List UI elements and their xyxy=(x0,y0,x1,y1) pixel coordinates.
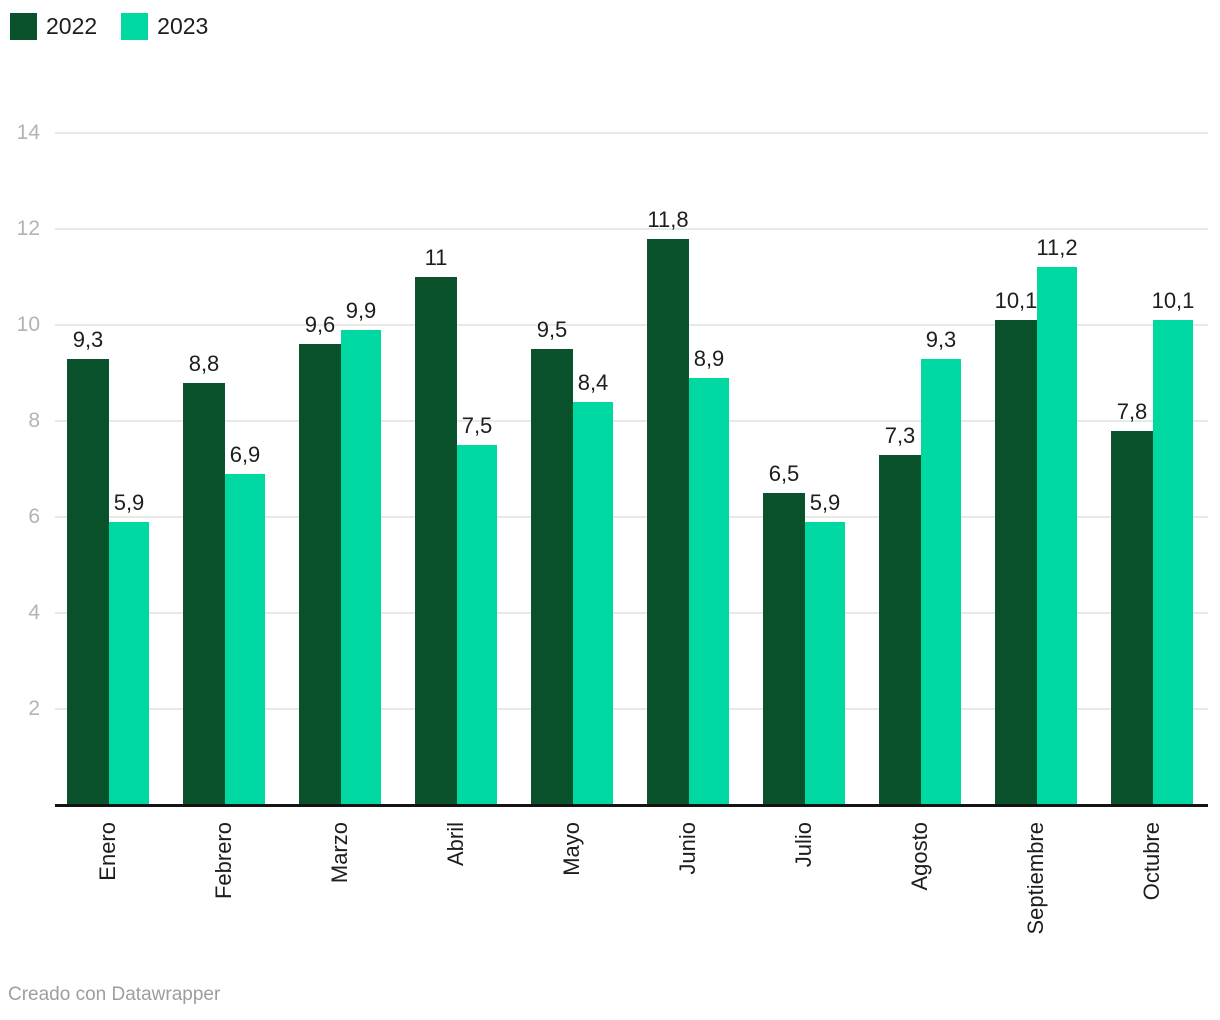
value-label-2023-agosto: 9,3 xyxy=(925,327,957,352)
bar-2023-septiembre xyxy=(1037,267,1077,805)
bar-2023-octubre xyxy=(1153,320,1193,805)
x-axis-label-abril: Abril xyxy=(443,822,468,867)
value-label-2022-marzo: 9,6 xyxy=(304,312,336,337)
y-axis-tick-label-12: 12 xyxy=(16,217,40,240)
bar-2023-junio xyxy=(689,378,729,805)
bar-2022-julio xyxy=(763,493,805,805)
gridline-8 xyxy=(55,420,1208,422)
value-label-2023-julio: 5,9 xyxy=(809,490,841,515)
x-axis-label-octubre: Octubre xyxy=(1139,822,1164,901)
bar-2022-septiembre xyxy=(995,320,1037,805)
bar-2023-febrero xyxy=(225,474,265,805)
y-axis-tick-label-2: 2 xyxy=(28,697,40,720)
x-axis-label-junio: Junio xyxy=(675,822,700,875)
bar-2023-marzo xyxy=(341,330,381,805)
legend-swatch-2023 xyxy=(121,13,149,40)
bar-2022-abril xyxy=(415,277,457,805)
value-label-2022-mayo: 9,5 xyxy=(536,317,568,342)
value-label-2022-enero: 9,3 xyxy=(72,327,104,352)
bar-2023-mayo xyxy=(573,402,613,805)
legend-swatch-2022 xyxy=(10,13,37,40)
x-axis-label-febrero: Febrero xyxy=(211,822,236,900)
value-label-2023-febrero: 6,9 xyxy=(229,442,261,467)
bar-2023-agosto xyxy=(921,359,961,805)
bar-2023-enero xyxy=(109,522,149,805)
bar-2022-enero xyxy=(67,359,109,805)
bar-2023-julio xyxy=(805,522,845,805)
value-label-2023-enero: 5,9 xyxy=(113,490,145,515)
value-label-2022-octubre: 7,8 xyxy=(1116,399,1148,424)
gridline-4 xyxy=(55,612,1208,614)
bar-2022-marzo xyxy=(299,344,341,805)
x-axis-label-julio: Julio xyxy=(791,822,816,868)
legend-label-2023: 2023 xyxy=(157,13,209,39)
y-axis-tick-label-4: 4 xyxy=(28,601,40,624)
bar-2022-agosto xyxy=(879,455,921,805)
value-label-2023-marzo: 9,9 xyxy=(345,298,377,323)
legend-item-2022: 2022 xyxy=(10,13,97,40)
gridline-2 xyxy=(55,708,1208,710)
bar-2022-mayo xyxy=(531,349,573,805)
y-axis-tick-label-10: 10 xyxy=(16,313,40,336)
footer-credit: Creado con Datawrapper xyxy=(8,984,221,1005)
bar-2022-febrero xyxy=(183,383,225,805)
value-label-2022-agosto: 7,3 xyxy=(884,423,916,448)
bar-2022-junio xyxy=(647,239,689,805)
x-axis-label-enero: Enero xyxy=(95,822,120,881)
value-label-2023-abril: 7,5 xyxy=(461,413,493,438)
x-axis-label-agosto: Agosto xyxy=(907,822,932,891)
gridline-10 xyxy=(55,324,1208,326)
y-axis-tick-label-8: 8 xyxy=(28,409,40,432)
gridline-12 xyxy=(55,228,1208,230)
bar-2023-abril xyxy=(457,445,497,805)
value-label-2023-septiembre: 11,2 xyxy=(1036,235,1078,260)
legend-item-2023: 2023 xyxy=(121,13,208,40)
y-axis-tick-label-6: 6 xyxy=(28,505,40,528)
x-axis-label-marzo: Marzo xyxy=(327,822,352,884)
bar-2022-octubre xyxy=(1111,431,1153,805)
legend-label-2022: 2022 xyxy=(46,13,98,39)
x-axis-label-mayo: Mayo xyxy=(559,822,584,876)
value-label-2022-julio: 6,5 xyxy=(768,461,800,486)
x-axis-line xyxy=(55,804,1208,807)
value-label-2022-septiembre: 10,1 xyxy=(994,288,1038,313)
y-axis-tick-label-14: 14 xyxy=(16,121,40,144)
legend: 2022 2023 xyxy=(10,13,232,40)
value-label-2022-abril: 11 xyxy=(424,245,448,270)
value-label-2023-mayo: 8,4 xyxy=(577,370,609,395)
value-label-2023-octubre: 10,1 xyxy=(1151,288,1195,313)
x-axis-label-septiembre: Septiembre xyxy=(1023,822,1048,935)
gridline-6 xyxy=(55,516,1208,518)
gridline-14 xyxy=(55,132,1208,134)
value-label-2023-junio: 8,9 xyxy=(693,346,725,371)
value-label-2022-junio: 11,8 xyxy=(647,207,689,232)
value-label-2022-febrero: 8,8 xyxy=(188,351,220,376)
